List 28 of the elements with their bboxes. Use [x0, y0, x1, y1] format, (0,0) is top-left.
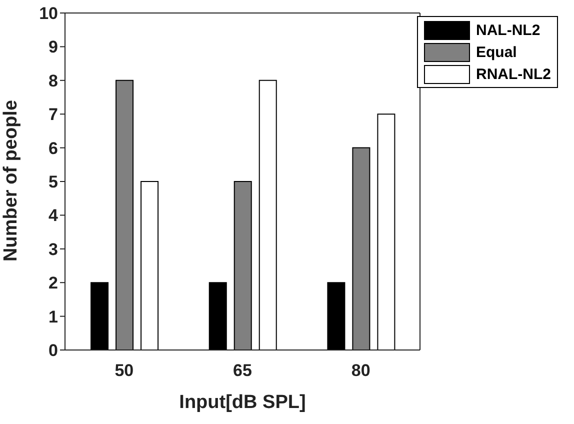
bar [90, 282, 109, 350]
y-tick-label: 9 [48, 38, 58, 57]
y-tick-label: 2 [48, 274, 58, 293]
y-tick-label: 8 [48, 71, 58, 90]
y-tick-label: 10 [39, 4, 58, 24]
legend-label: Equal [476, 44, 517, 60]
bar [327, 282, 346, 350]
x-tick-label: 65 [233, 361, 252, 380]
y-tick-label: 6 [48, 138, 58, 158]
x-tick-label: 50 [114, 361, 134, 380]
y-axis-title: Number of people [0, 100, 22, 262]
bar [234, 181, 252, 350]
x-tick-label: 80 [351, 361, 370, 380]
legend-label: NAL-NL2 [476, 22, 540, 38]
y-tick-label: 1 [48, 307, 58, 326]
legend-label: RNAL-NL2 [476, 66, 551, 82]
bar [377, 114, 396, 350]
x-axis-title: Input[dB SPL] [179, 392, 306, 413]
bar [140, 181, 159, 350]
y-tick-label: 5 [48, 172, 58, 192]
bar [352, 147, 370, 350]
y-tick-label: 0 [48, 341, 58, 360]
y-tick-label: 4 [48, 206, 59, 226]
y-tick-label: 7 [48, 105, 58, 124]
y-tick-label: 3 [48, 240, 58, 259]
bar [116, 80, 134, 350]
bar [258, 80, 277, 350]
bar [208, 282, 227, 350]
